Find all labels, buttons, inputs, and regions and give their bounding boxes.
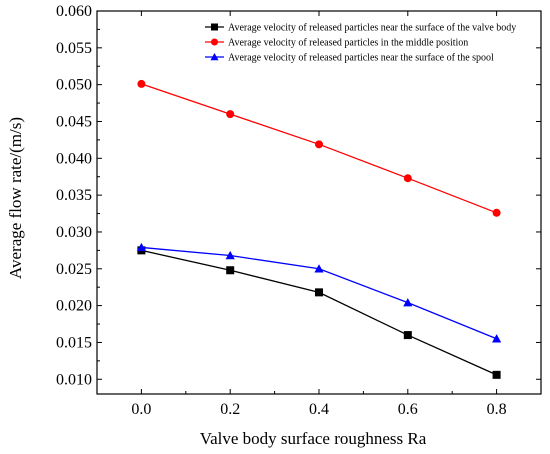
y-tick-label: 0.030 (56, 224, 92, 241)
legend-label: Average velocity of released particles i… (228, 38, 468, 49)
y-tick-label: 0.015 (56, 334, 92, 351)
y-tick-label: 0.060 (56, 3, 92, 20)
legend-label: Average velocity of released particles n… (228, 23, 516, 34)
data-point (492, 208, 501, 217)
x-tick-label: 0.4 (309, 401, 329, 418)
plot-border (96, 10, 542, 395)
y-tick-label: 0.050 (56, 77, 92, 94)
data-point (315, 288, 323, 297)
data-point (315, 140, 323, 149)
data-point (225, 250, 235, 260)
legend-label: Average velocity of released particles n… (228, 53, 494, 64)
x-axis-label: Valve body surface roughness Ra (200, 429, 427, 448)
y-tick-label: 0.035 (56, 187, 92, 204)
legend-marker (211, 38, 218, 46)
data-point (403, 298, 413, 307)
legend-marker (210, 52, 219, 61)
data-point (403, 331, 412, 340)
data-point (314, 264, 324, 273)
data-point (226, 110, 235, 119)
legend: Average velocity of released particles n… (205, 23, 516, 64)
data-point (403, 174, 412, 183)
plot-frame (96, 10, 542, 395)
legend-entry-3: Average velocity of released particles n… (205, 53, 494, 64)
data-point (136, 242, 146, 252)
axis-tick-labels: 0.010 0.015 0.020 0.025 0.030 0.035 0.040 0.045… (56, 3, 507, 418)
series-layer (136, 79, 502, 379)
y-tick-label: 0.045 (56, 113, 92, 130)
data-point (492, 370, 501, 379)
series-line (141, 83, 497, 214)
x-tick-label: 0.6 (398, 401, 418, 418)
data-point (226, 266, 235, 275)
x-tick-label: 0.8 (487, 401, 507, 418)
data-point (137, 79, 146, 88)
x-tick-label: 0.2 (220, 401, 240, 418)
data-point (492, 334, 502, 343)
legend-marker (211, 23, 218, 31)
y-tick-label: 0.040 (56, 150, 92, 167)
series-2 (137, 79, 501, 217)
y-tick-label: 0.055 (56, 40, 92, 57)
y-tick-label: 0.010 (56, 371, 92, 388)
y-tick-label: 0.025 (56, 261, 92, 278)
x-tick-label: 0.0 (131, 401, 151, 418)
legend-entry-2: Average velocity of released particles i… (205, 38, 468, 49)
axis-ticks (96, 10, 542, 394)
series-3 (136, 242, 502, 343)
y-tick-label: 0.020 (56, 298, 92, 315)
y-axis-label: Average flow rate/(m/s) (6, 117, 25, 279)
legend-entry-1: Average velocity of released particles n… (205, 23, 516, 34)
